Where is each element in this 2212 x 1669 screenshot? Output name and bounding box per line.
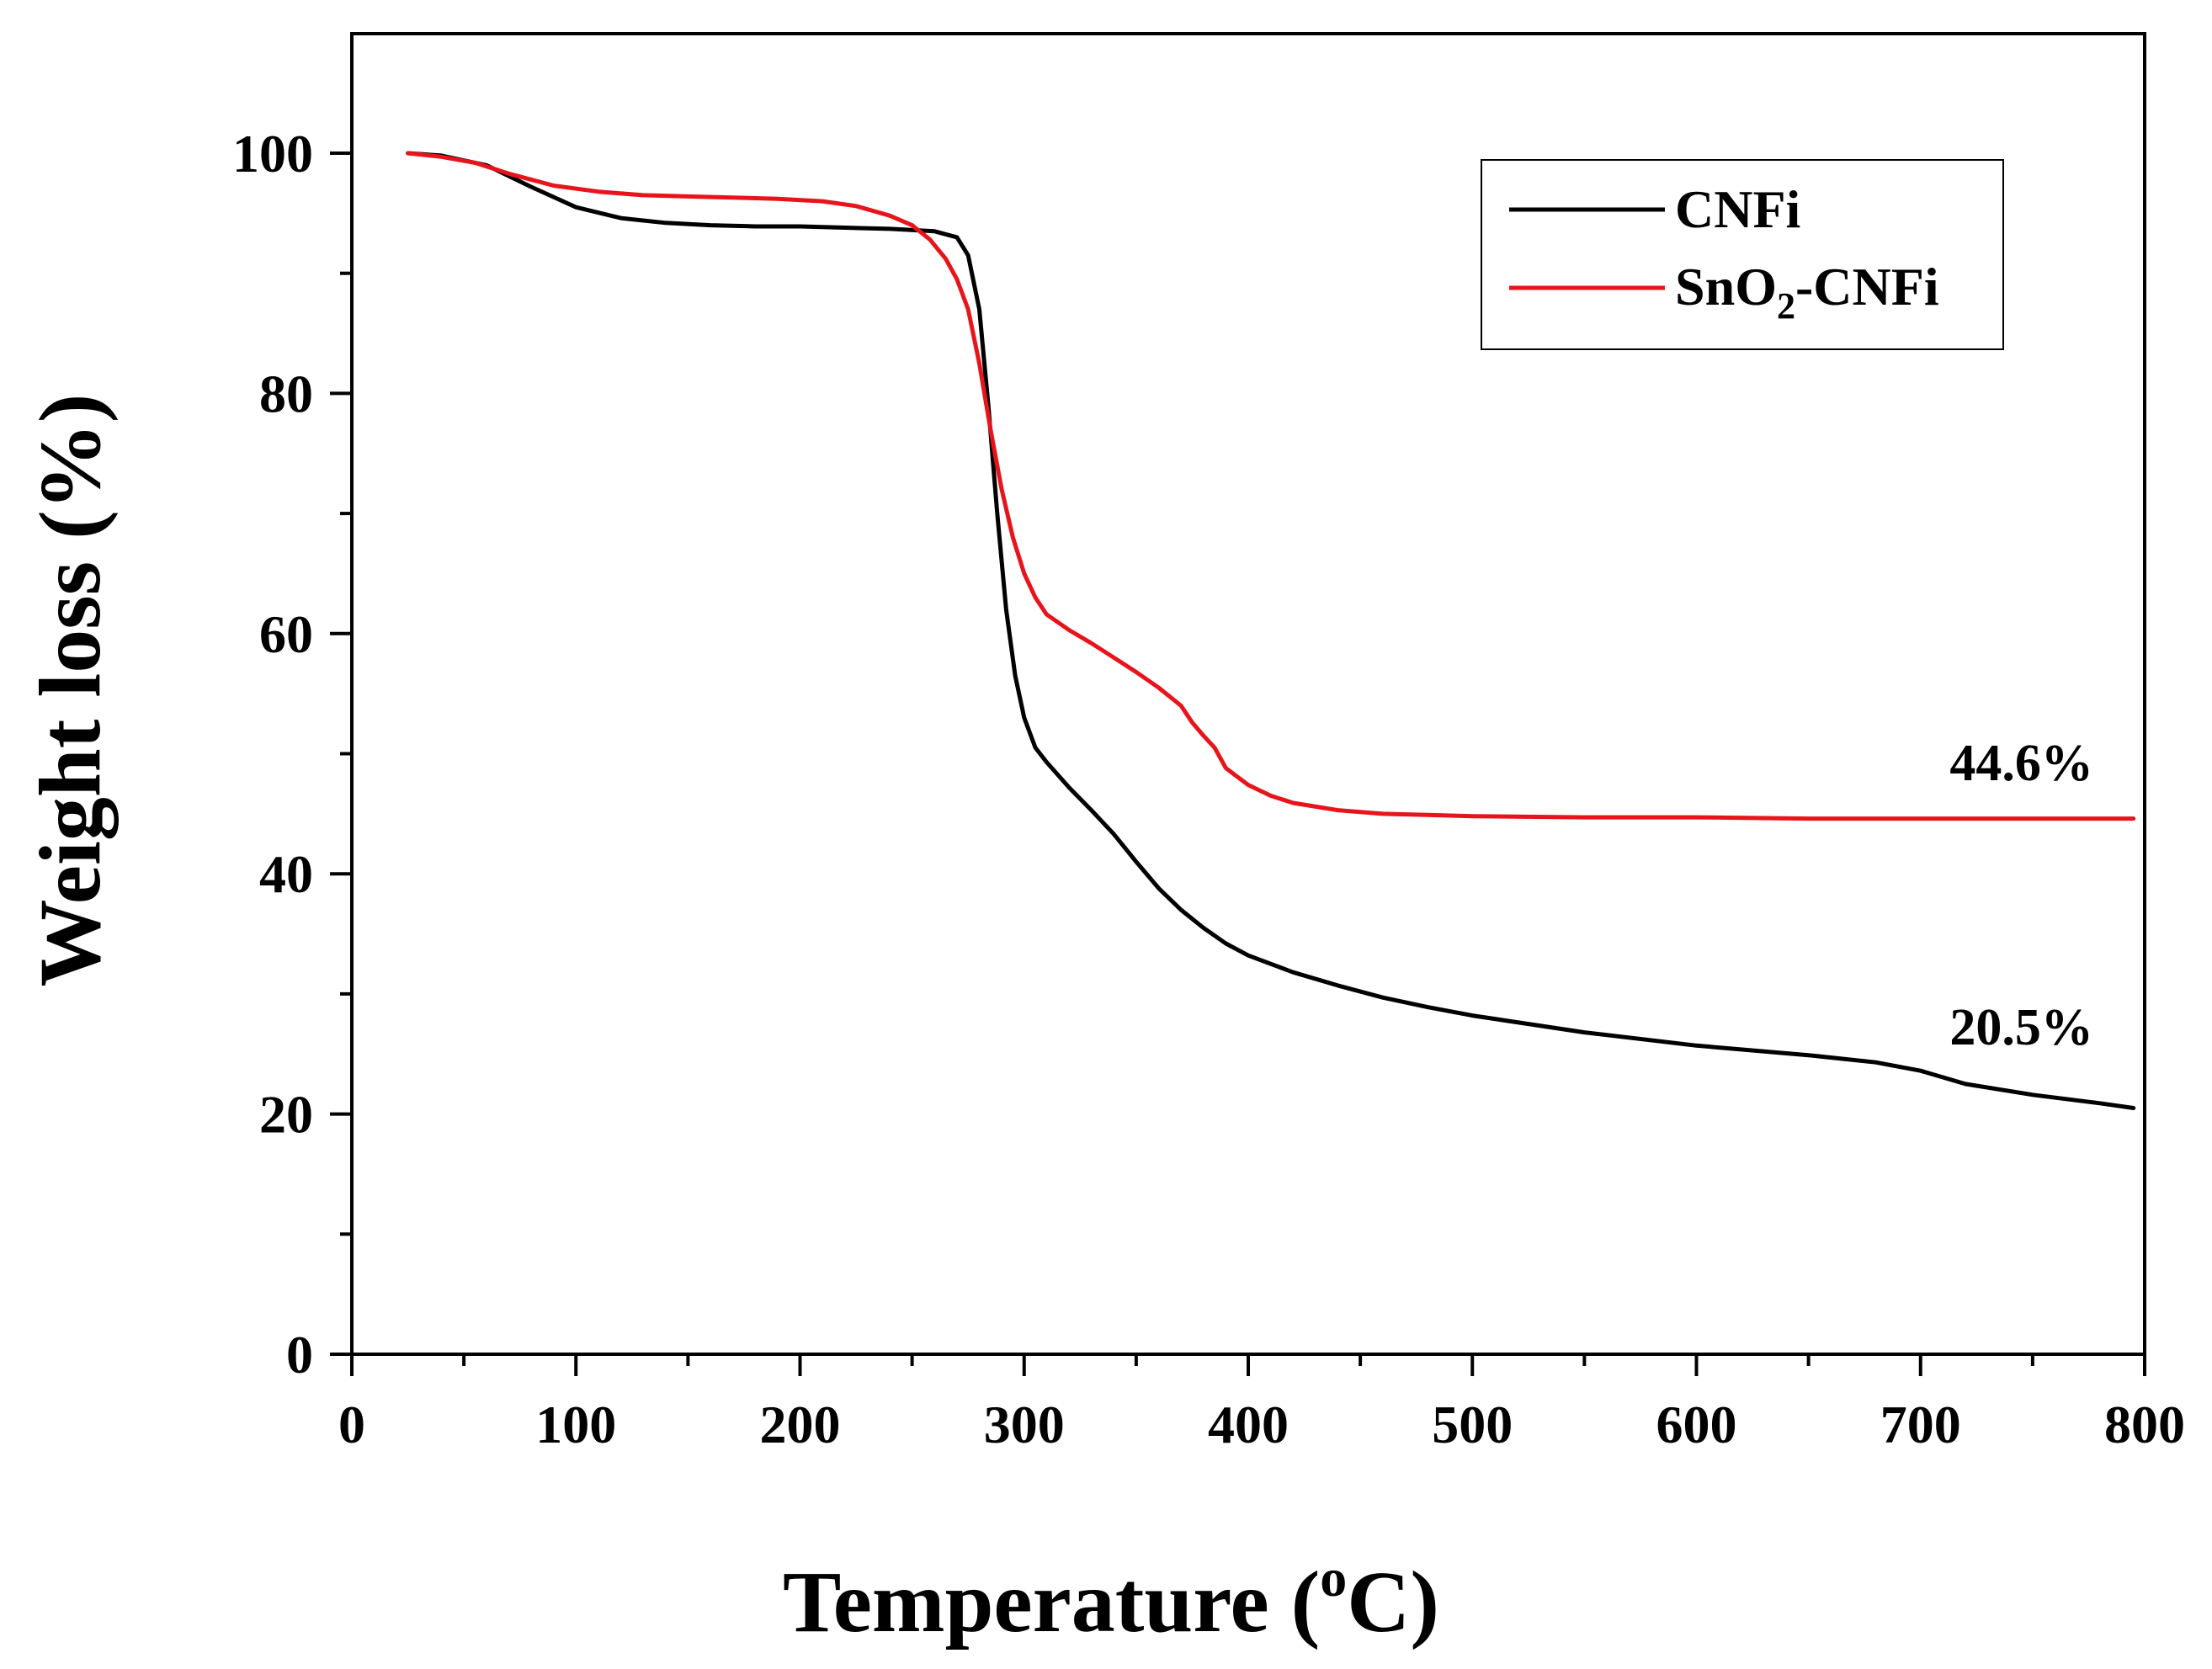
y-axis-title: Weight loss (%) — [22, 394, 119, 987]
series-layer — [406, 151, 2136, 1110]
legend-box — [1481, 159, 2004, 350]
x-tick-label: 300 — [984, 1395, 1065, 1454]
x-axis-title-main: Temperature ( — [783, 1554, 1320, 1650]
y-tick-label: 20 — [259, 1085, 313, 1145]
x-tick-label: 800 — [2104, 1395, 2185, 1454]
annotation-label: 20.5% — [1949, 999, 2093, 1056]
y-tick-label: 60 — [259, 604, 313, 664]
x-tick-label: 700 — [1880, 1395, 1961, 1454]
x-axis-title: Temperature (oC) — [783, 1548, 1439, 1650]
legend-label-sno2-main: SnO — [1675, 257, 1777, 316]
y-axis-ticks: 0 20 40 60 80 100 — [232, 124, 352, 1385]
x-axis-title-superscript: o — [1320, 1548, 1347, 1608]
x-tick-label: 100 — [535, 1395, 616, 1454]
annotation-label: 44.6% — [1949, 735, 2093, 792]
series-line-sno2-cnfi — [406, 151, 2136, 821]
x-tick-label: 600 — [1656, 1395, 1737, 1454]
annotation-layer: 44.6% 20.5% — [1949, 735, 2093, 1056]
y-tick-label: 40 — [259, 844, 313, 904]
legend-label-sno2-cnfi: SnO2-CNFi — [1675, 257, 1939, 327]
y-tick-label: 0 — [286, 1325, 313, 1385]
legend-label-cnfi: CNFi — [1675, 179, 1800, 239]
y-tick-label: 100 — [232, 124, 313, 183]
x-axis-title-tail: C) — [1347, 1554, 1439, 1650]
legend-label-cnfi-main: CNFi — [1675, 179, 1800, 239]
x-tick-label: 0 — [338, 1395, 365, 1454]
x-axis-ticks: 0 100 200 300 400 500 600 700 800 — [338, 1354, 2185, 1454]
legend-label-sno2-subscript: 2 — [1777, 285, 1795, 327]
legend-label-sno2-tail: -CNFi — [1795, 257, 1939, 316]
x-tick-label: 500 — [1432, 1395, 1513, 1454]
x-tick-label: 400 — [1208, 1395, 1289, 1454]
legend: CNFi SnO2-CNFi — [1481, 159, 2004, 350]
x-tick-label: 200 — [760, 1395, 841, 1454]
series-line-cnfi — [406, 151, 2136, 1110]
y-tick-label: 80 — [259, 364, 313, 423]
